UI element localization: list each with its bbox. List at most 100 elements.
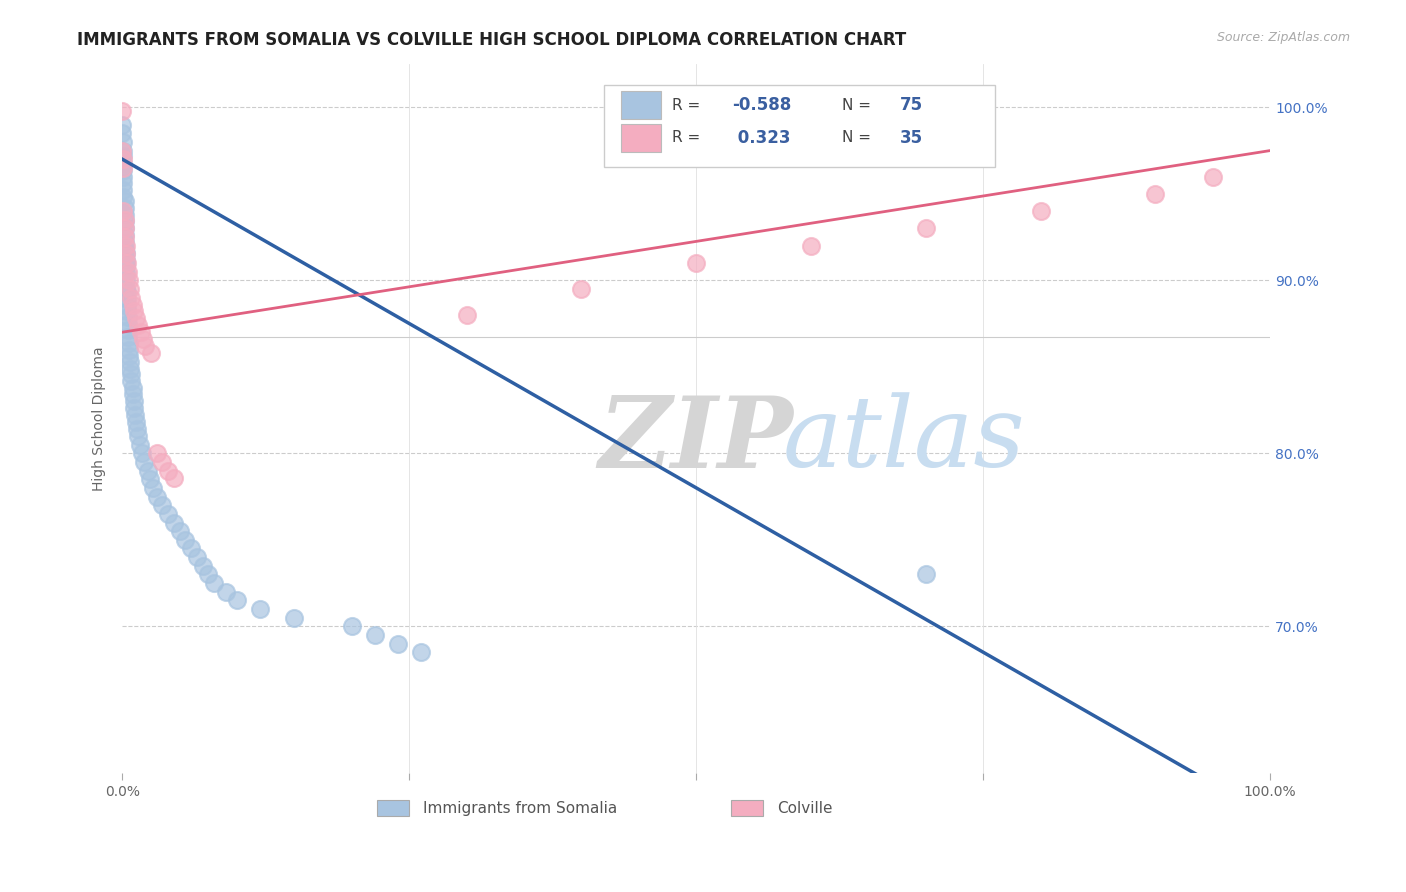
- Point: [163, 470, 186, 484]
- Point: [112, 177, 135, 191]
- Point: [115, 285, 138, 300]
- Point: [122, 394, 145, 409]
- Point: [112, 183, 135, 197]
- FancyBboxPatch shape: [620, 124, 661, 152]
- Point: [120, 361, 142, 376]
- Text: atlas: atlas: [782, 392, 1025, 488]
- Point: [118, 335, 141, 350]
- FancyBboxPatch shape: [620, 91, 661, 120]
- Point: [114, 201, 136, 215]
- Point: [145, 446, 167, 460]
- Point: [127, 429, 149, 443]
- Point: [112, 149, 135, 163]
- Y-axis label: High School Diploma: High School Diploma: [93, 346, 107, 491]
- Point: [132, 332, 155, 346]
- Point: [118, 343, 141, 357]
- Point: [111, 164, 134, 178]
- Point: [112, 190, 135, 204]
- Point: [800, 238, 823, 252]
- Point: [125, 415, 148, 429]
- Point: [114, 242, 136, 256]
- Point: [122, 401, 145, 416]
- Point: [191, 558, 214, 573]
- Point: [202, 576, 225, 591]
- Point: [120, 354, 142, 368]
- Text: Source: ZipAtlas.com: Source: ZipAtlas.com: [1216, 31, 1350, 45]
- Point: [114, 235, 136, 250]
- Point: [118, 273, 141, 287]
- Text: 0.323: 0.323: [733, 128, 790, 147]
- Point: [114, 247, 136, 261]
- Point: [169, 524, 191, 538]
- Point: [120, 282, 142, 296]
- Point: [114, 230, 136, 244]
- Point: [186, 550, 208, 565]
- Point: [1144, 186, 1167, 201]
- Point: [364, 628, 387, 642]
- Point: [115, 299, 138, 313]
- Point: [114, 214, 136, 228]
- Point: [127, 318, 149, 333]
- Point: [226, 593, 249, 607]
- Point: [249, 602, 271, 616]
- Point: [124, 409, 146, 423]
- Text: N =: N =: [842, 98, 876, 112]
- FancyBboxPatch shape: [731, 800, 763, 816]
- Text: -0.588: -0.588: [733, 96, 792, 114]
- Point: [127, 422, 149, 436]
- Point: [114, 245, 136, 260]
- Text: R =: R =: [672, 130, 706, 145]
- Point: [139, 472, 162, 486]
- Point: [157, 507, 180, 521]
- Point: [1029, 204, 1052, 219]
- Point: [114, 238, 136, 252]
- Point: [117, 310, 139, 324]
- Point: [142, 481, 165, 495]
- Point: [114, 212, 136, 227]
- Point: [145, 490, 167, 504]
- Text: ZIP: ZIP: [599, 392, 794, 488]
- Point: [121, 387, 143, 401]
- Point: [112, 161, 135, 175]
- Point: [121, 291, 143, 305]
- Point: [114, 260, 136, 274]
- Text: N =: N =: [842, 130, 876, 145]
- Point: [117, 265, 139, 279]
- Text: Colville: Colville: [776, 801, 832, 815]
- Text: Immigrants from Somalia: Immigrants from Somalia: [423, 801, 617, 815]
- Point: [174, 533, 197, 547]
- Point: [152, 498, 174, 512]
- Point: [139, 346, 162, 360]
- Point: [122, 304, 145, 318]
- Point: [112, 162, 135, 177]
- Point: [685, 256, 707, 270]
- Point: [117, 317, 139, 331]
- Point: [114, 228, 136, 243]
- Point: [121, 374, 143, 388]
- Point: [571, 282, 593, 296]
- Point: [115, 304, 138, 318]
- Point: [121, 380, 143, 394]
- Point: [114, 221, 136, 235]
- Point: [136, 464, 159, 478]
- Point: [214, 584, 236, 599]
- Point: [157, 464, 180, 478]
- Point: [117, 330, 139, 344]
- FancyBboxPatch shape: [377, 800, 409, 816]
- Point: [117, 323, 139, 337]
- Point: [111, 144, 134, 158]
- Point: [128, 437, 150, 451]
- Text: 75: 75: [900, 96, 922, 114]
- Point: [1202, 169, 1225, 184]
- Text: R =: R =: [672, 98, 706, 112]
- Point: [115, 293, 138, 307]
- Point: [125, 311, 148, 326]
- Point: [163, 516, 186, 530]
- Point: [118, 350, 141, 364]
- Point: [283, 610, 305, 624]
- Point: [340, 619, 363, 633]
- Point: [112, 135, 135, 149]
- Point: [197, 567, 219, 582]
- Point: [121, 297, 143, 311]
- Point: [112, 204, 135, 219]
